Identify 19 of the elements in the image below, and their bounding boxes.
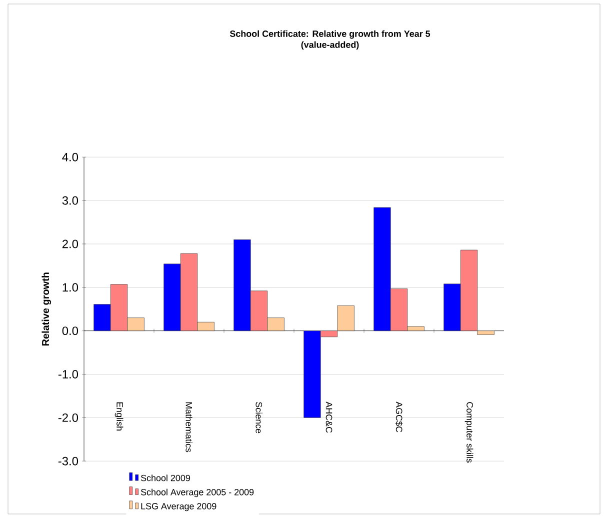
- y-tick-label: 1.0: [62, 283, 78, 292]
- x-tick-label: English: [114, 402, 124, 430]
- x-tick-label: Mathematics: [186, 402, 192, 452]
- y-tick-label: -2.0: [58, 413, 78, 422]
- legend-label: LSG Average 2009: [141, 503, 216, 512]
- y-tick-label: 2.0: [62, 240, 78, 248]
- y-tick-label: 3.0: [62, 196, 78, 205]
- y-tick-label: 4.0: [62, 152, 78, 162]
- legend-label: School 2009: [140, 474, 190, 482]
- legend-label: School Average 2005 - 2009: [140, 488, 254, 498]
- y-axis-title: Relative growth: [42, 272, 52, 346]
- x-tick-label: AHC&C: [326, 402, 332, 433]
- y-tick-label: -3.0: [58, 456, 78, 466]
- x-tick-label: Computer skills: [464, 402, 474, 463]
- chart-title: School Certificate: Relative growth from Year 5 (value-added): [230, 30, 430, 50]
- x-tick-label: Science: [256, 402, 262, 434]
- x-tick-label: AGC$C: [395, 402, 403, 432]
- y-tick-label: 0.0: [62, 326, 78, 336]
- y-tick-label: -1.0: [58, 370, 78, 378]
